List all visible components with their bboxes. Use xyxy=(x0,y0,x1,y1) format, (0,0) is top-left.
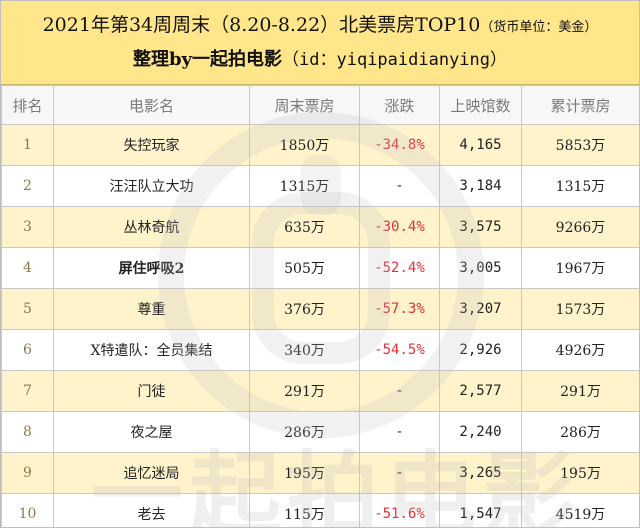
change-cell: -52.4% xyxy=(359,247,440,289)
column-header-weekend: 周末票房 xyxy=(249,85,360,125)
total-gross-cell: 195万 xyxy=(521,452,639,494)
total-gross-cell: 4926万 xyxy=(521,329,639,371)
weekend-gross-cell: 505万 xyxy=(249,247,360,289)
title-cell: 汪汪队立大功 xyxy=(53,165,250,207)
change-cell: -30.4% xyxy=(359,206,440,248)
header-banner: 2021年第34周周末（8.20-8.22）北美票房TOP10（货币单位：美金）… xyxy=(1,1,639,85)
table-row: 10 老去 115万 -51.6% 1,547 4519万 xyxy=(1,493,639,527)
title-text: 2021年第34周周末（8.20-8.22）北美票房TOP10 xyxy=(42,14,481,36)
column-header-change: 涨跌 xyxy=(359,85,440,125)
table-row: 6 X特遣队：全员集结 340万 -54.5% 2,926 4926万 xyxy=(1,329,639,371)
total-gross-cell: 286万 xyxy=(521,411,639,453)
total-gross-cell: 1967万 xyxy=(521,247,639,289)
table-row: 9 追忆迷局 195万 - 3,265 195万 xyxy=(1,452,639,494)
rank-cell: 2 xyxy=(1,165,54,207)
theaters-cell: 4,165 xyxy=(439,124,522,166)
change-cell: -57.3% xyxy=(359,288,440,330)
title-cell: 尊重 xyxy=(53,288,250,330)
rank-cell: 1 xyxy=(1,124,54,166)
change-cell: -54.5% xyxy=(359,329,440,371)
column-header-total: 累计票房 xyxy=(521,85,639,125)
page-title: 2021年第34周周末（8.20-8.22）北美票房TOP10（货币单位：美金） xyxy=(1,9,639,44)
theaters-cell: 3,575 xyxy=(439,206,522,248)
total-gross-cell: 4519万 xyxy=(521,493,639,527)
column-header-title: 电影名 xyxy=(53,85,250,125)
weekend-gross-cell: 376万 xyxy=(249,288,360,330)
title-cell: 夜之屋 xyxy=(53,411,250,453)
title-cell: 追忆迷局 xyxy=(53,452,250,494)
subtitle-id: （id：yiqipaidianying） xyxy=(282,50,508,70)
title-cell: 丛林奇航 xyxy=(53,206,250,248)
change-cell: -34.8% xyxy=(359,124,440,166)
theaters-cell: 3,005 xyxy=(439,247,522,289)
total-gross-cell: 1573万 xyxy=(521,288,639,330)
total-gross-cell: 1315万 xyxy=(521,165,639,207)
theaters-cell: 2,240 xyxy=(439,411,522,453)
rank-cell: 8 xyxy=(1,411,54,453)
change-cell: - xyxy=(359,370,440,412)
theaters-cell: 2,926 xyxy=(439,329,522,371)
weekend-gross-cell: 1850万 xyxy=(249,124,360,166)
change-cell: - xyxy=(359,165,440,207)
box-office-table: 排名 电影名 周末票房 涨跌 上映馆数 累计票房 1 失控玩家 1850万 -3… xyxy=(1,85,639,527)
rank-cell: 10 xyxy=(1,493,54,527)
rank-cell: 4 xyxy=(1,247,54,289)
title-cell: 老去 xyxy=(53,493,250,527)
theaters-cell: 3,207 xyxy=(439,288,522,330)
table-row: 5 尊重 376万 -57.3% 3,207 1573万 xyxy=(1,288,639,330)
theaters-cell: 2,577 xyxy=(439,370,522,412)
column-header-theaters: 上映馆数 xyxy=(439,85,522,125)
table-row: 2 汪汪队立大功 1315万 - 3,184 1315万 xyxy=(1,165,639,207)
weekend-gross-cell: 286万 xyxy=(249,411,360,453)
table-header-row: 排名 电影名 周末票房 涨跌 上映馆数 累计票房 xyxy=(1,85,639,125)
table-row: 8 夜之屋 286万 - 2,240 286万 xyxy=(1,411,639,453)
currency-note: （货币单位：美金） xyxy=(480,20,598,35)
weekend-gross-cell: 291万 xyxy=(249,370,360,412)
rank-cell: 7 xyxy=(1,370,54,412)
weekend-gross-cell: 115万 xyxy=(249,493,360,527)
table-row: 7 门徒 291万 - 2,577 291万 xyxy=(1,370,639,412)
total-gross-cell: 291万 xyxy=(521,370,639,412)
theaters-cell: 3,184 xyxy=(439,165,522,207)
title-cell: X特遣队：全员集结 xyxy=(53,329,250,371)
rank-cell: 9 xyxy=(1,452,54,494)
table-row: 3 丛林奇航 635万 -30.4% 3,575 9266万 xyxy=(1,206,639,248)
rank-cell: 3 xyxy=(1,206,54,248)
total-gross-cell: 5853万 xyxy=(521,124,639,166)
weekend-gross-cell: 195万 xyxy=(249,452,360,494)
weekend-gross-cell: 340万 xyxy=(249,329,360,371)
rank-cell: 5 xyxy=(1,288,54,330)
change-cell: - xyxy=(359,411,440,453)
weekend-gross-cell: 635万 xyxy=(249,206,360,248)
title-cell: 门徒 xyxy=(53,370,250,412)
change-cell: - xyxy=(359,452,440,494)
table-row: 4 屏住呼吸2 505万 -52.4% 3,005 1967万 xyxy=(1,247,639,289)
table-row: 1 失控玩家 1850万 -34.8% 4,165 5853万 xyxy=(1,124,639,166)
title-cell: 失控玩家 xyxy=(53,124,250,166)
rank-cell: 6 xyxy=(1,329,54,371)
total-gross-cell: 9266万 xyxy=(521,206,639,248)
title-cell: 屏住呼吸2 xyxy=(53,247,250,289)
page-subtitle: 整理by一起拍电影（id：yiqipaidianying） xyxy=(1,44,639,76)
column-header-rank: 排名 xyxy=(1,85,54,125)
theaters-cell: 3,265 xyxy=(439,452,522,494)
subtitle-credit: 整理by一起拍电影 xyxy=(132,49,283,70)
weekend-gross-cell: 1315万 xyxy=(249,165,360,207)
change-cell: -51.6% xyxy=(359,493,440,527)
theaters-cell: 1,547 xyxy=(439,493,522,527)
